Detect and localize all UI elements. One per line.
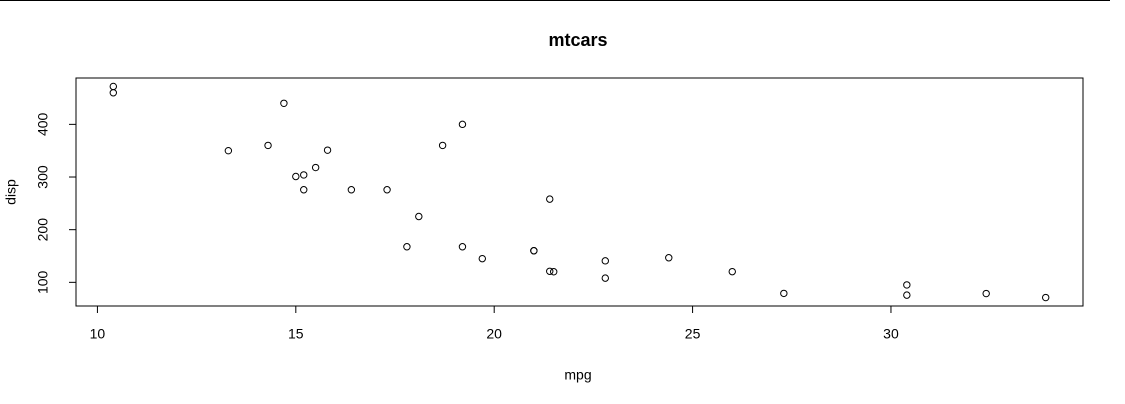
point — [403, 243, 411, 251]
point — [109, 89, 117, 97]
point — [546, 195, 554, 203]
point — [415, 212, 423, 221]
point — [323, 146, 332, 154]
point — [224, 146, 233, 155]
y-tick-label: 100 — [35, 270, 51, 294]
point — [728, 267, 736, 276]
point — [478, 254, 486, 263]
point — [264, 141, 272, 150]
x-tick-label: 15 — [288, 326, 304, 342]
point — [530, 247, 538, 255]
point — [438, 141, 447, 150]
x-tick-label: 10 — [90, 326, 106, 342]
point — [300, 171, 308, 179]
chart-title: mtcars — [548, 30, 607, 50]
point — [780, 289, 788, 298]
point — [347, 186, 356, 194]
point — [601, 274, 609, 282]
point — [300, 186, 308, 194]
x-tick-label: 25 — [685, 326, 701, 342]
plot-frame — [75, 77, 1084, 307]
point — [903, 291, 911, 299]
x-tick-label: 20 — [486, 326, 502, 342]
point — [109, 82, 117, 91]
point — [550, 268, 558, 276]
point — [458, 120, 467, 129]
point — [458, 243, 467, 251]
x-tick-label: 30 — [883, 326, 899, 342]
point — [546, 267, 554, 275]
point — [665, 254, 673, 262]
y-tick-label: 300 — [35, 165, 51, 189]
x-axis-label: mpg — [564, 367, 591, 383]
y-axis-label: disp — [3, 179, 19, 205]
point — [982, 289, 990, 298]
point — [311, 163, 320, 172]
y-tick-label: 200 — [35, 218, 51, 242]
point — [292, 172, 300, 181]
y-tick-label: 400 — [35, 112, 51, 136]
point — [1042, 293, 1050, 302]
point — [280, 99, 288, 107]
point — [601, 257, 609, 265]
point — [383, 186, 391, 194]
point — [903, 281, 911, 289]
